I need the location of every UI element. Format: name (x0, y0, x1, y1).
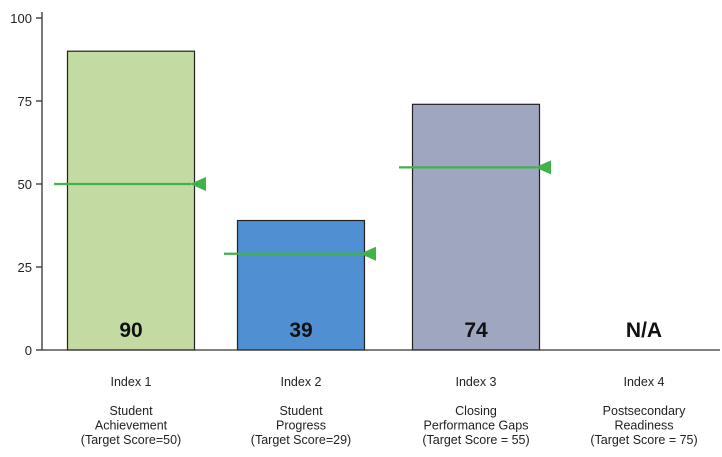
category-name-label-4: Readiness (614, 419, 673, 433)
category-name-label-3: (Target Score = 55) (422, 433, 529, 447)
target-marker-2 (360, 246, 376, 261)
value-labels-group: 90 39 74 N/A (119, 319, 662, 342)
target-marker-1 (190, 177, 206, 191)
y-tick-label: 50 (18, 177, 32, 192)
category-name-label-1: Student (109, 404, 153, 418)
y-tick-label: 75 (18, 94, 32, 109)
bar-1 (66, 50, 196, 351)
target-marker-3 (535, 160, 551, 175)
category-index-label-3: Index 3 (455, 375, 496, 389)
target-markers-group (54, 160, 551, 261)
category-name-label-4: (Target Score = 75) (590, 433, 697, 447)
y-tick-label: 100 (10, 11, 32, 26)
category-name-label-2: Progress (276, 419, 326, 433)
category-name-label-1: Achievement (95, 419, 168, 433)
bars-group (66, 50, 541, 351)
value-label-1: 90 (119, 319, 142, 342)
value-label-4: N/A (626, 319, 662, 342)
y-axis: 0 25 50 75 100 (10, 11, 43, 358)
category-name-label-2: (Target Score=29) (251, 433, 351, 447)
value-label-3: 74 (464, 319, 488, 342)
category-index-label-1: Index 1 (110, 375, 151, 389)
value-label-2: 39 (289, 319, 312, 342)
bar-3 (411, 103, 541, 351)
category-name-label-4: Postsecondary (603, 404, 686, 418)
y-tick-label: 25 (18, 260, 32, 275)
category-index-label-2: Index 2 (280, 375, 321, 389)
category-name-label-1: (Target Score=50) (81, 433, 181, 447)
category-name-label-3: Performance Gaps (424, 419, 529, 433)
y-tick-label: 0 (25, 343, 32, 358)
category-name-label-2: Student (279, 404, 323, 418)
category-index-label-4: Index 4 (623, 375, 664, 389)
category-name-label-3: Closing (455, 404, 497, 418)
